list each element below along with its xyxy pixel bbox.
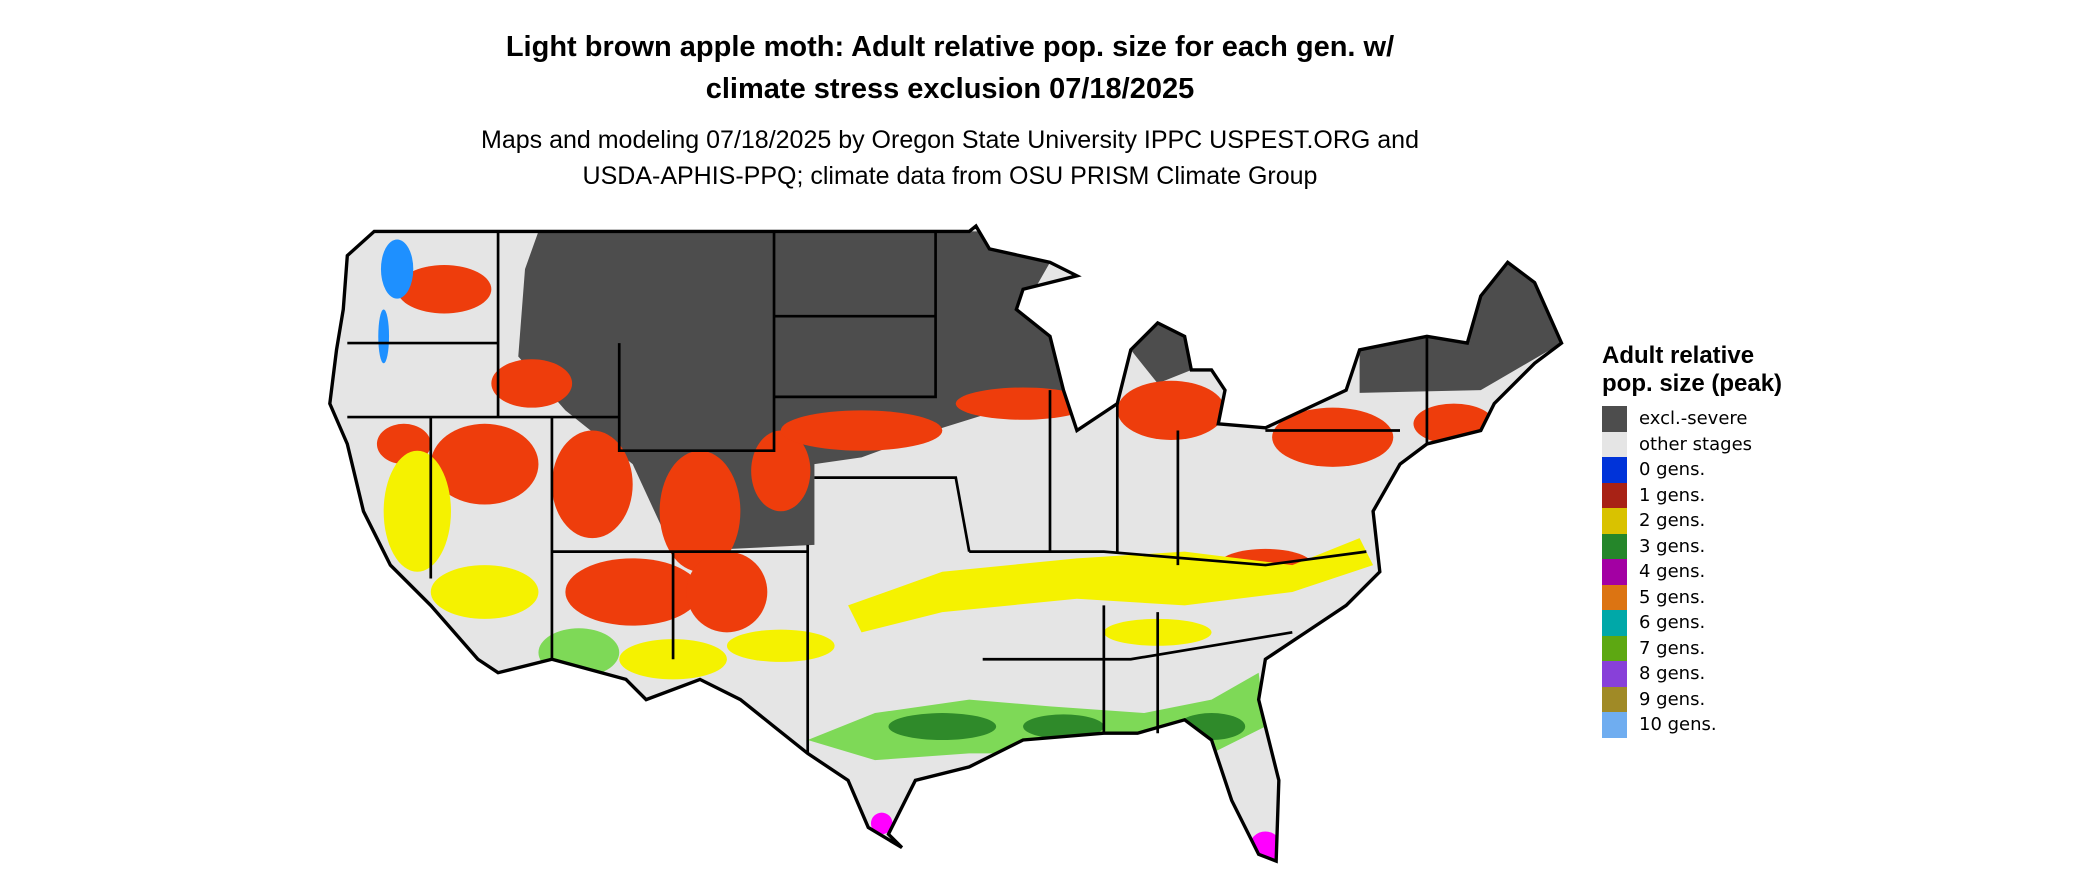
- legend-item: 8 gens.: [1602, 661, 1802, 687]
- legend-item: other stages: [1602, 431, 1802, 457]
- legend-label: 2 gens.: [1639, 510, 1706, 532]
- legend-label: 6 gens.: [1639, 612, 1706, 634]
- legend-item: 10 gens.: [1602, 712, 1802, 738]
- legend-label: 5 gens.: [1639, 586, 1706, 608]
- legend-label: excl.-severe: [1639, 408, 1748, 430]
- legend-swatch: [1602, 712, 1627, 738]
- blue-areas: [378, 239, 414, 364]
- map-subtitle: Maps and modeling 07/18/2025 by Oregon S…: [0, 122, 1900, 194]
- legend-swatch: [1602, 508, 1627, 534]
- legend-swatch: [1602, 686, 1627, 712]
- legend-item: excl.-severe: [1602, 406, 1802, 432]
- state-borders: [347, 231, 1429, 754]
- excluded-region-north: [518, 231, 1064, 552]
- legend-swatch: [1602, 559, 1627, 585]
- legend-item: 2 gens.: [1602, 508, 1802, 534]
- legend-item: 1 gens.: [1602, 482, 1802, 508]
- legend-label: 9 gens.: [1639, 688, 1706, 710]
- title-line-1: Light brown apple moth: Adult relative p…: [505, 31, 1395, 63]
- legend-label: 3 gens.: [1639, 535, 1706, 557]
- legend-swatch: [1602, 533, 1627, 559]
- legend-label: 8 gens.: [1639, 663, 1706, 685]
- one-gen-red-areas: [376, 265, 1495, 633]
- legend-label: 10 gens.: [1639, 714, 1717, 736]
- subtitle-line-1: Maps and modeling 07/18/2025 by Oregon S…: [481, 126, 1419, 154]
- legend-label: 0 gens.: [1639, 459, 1706, 481]
- legend-swatch: [1602, 431, 1627, 457]
- map-title: Light brown apple moth: Adult relative p…: [0, 26, 1900, 110]
- legend-item: 3 gens.: [1602, 533, 1802, 559]
- legend-item: 0 gens.: [1602, 457, 1802, 483]
- legend-swatch: [1602, 635, 1627, 661]
- legend-swatch: [1602, 584, 1627, 610]
- legend: Adult relative pop. size (peak) excl.-se…: [1602, 342, 1802, 738]
- legend-swatch: [1602, 406, 1627, 432]
- title-line-2: climate stress exclusion 07/18/2025: [705, 73, 1195, 105]
- legend-swatch: [1602, 661, 1627, 687]
- legend-swatch: [1602, 482, 1627, 508]
- magenta-areas: [870, 812, 1282, 862]
- legend-item: 6 gens.: [1602, 610, 1802, 636]
- legend-label: 1 gens.: [1639, 484, 1706, 506]
- legend-title: Adult relative pop. size (peak): [1602, 342, 1783, 397]
- excluded-region-northeast: [1359, 262, 1562, 393]
- legend-label: 7 gens.: [1639, 637, 1706, 659]
- legend-item: 5 gens.: [1602, 584, 1802, 610]
- subtitle-line-2: USDA-APHIS-PPQ; climate data from OSU PR…: [582, 162, 1318, 190]
- legend-item: 7 gens.: [1602, 635, 1802, 661]
- legend-item: 4 gens.: [1602, 559, 1802, 585]
- legend-label: other stages: [1639, 433, 1753, 455]
- legend-label: 4 gens.: [1639, 561, 1706, 583]
- legend-swatch: [1602, 457, 1627, 483]
- legend-swatch: [1602, 610, 1627, 636]
- excluded-region-michigan: [1130, 322, 1192, 384]
- legend-item: 9 gens.: [1602, 686, 1802, 712]
